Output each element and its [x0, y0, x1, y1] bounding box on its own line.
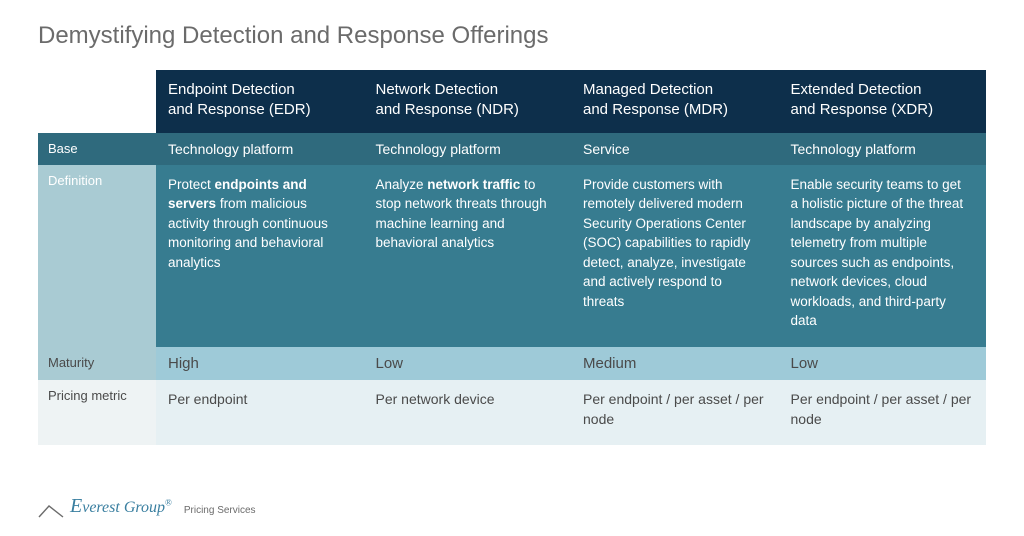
cell-def-edr: Protect endpoints and servers from malic… [156, 165, 364, 348]
cell-base-xdr: Technology platform [779, 133, 987, 165]
logo-caret-icon [38, 504, 64, 518]
row-definition: Definition Protect endpoints and servers… [38, 165, 986, 348]
cell-pri-edr: Per endpoint [156, 380, 364, 445]
row-pricing: Pricing metric Per endpoint Per network … [38, 380, 986, 445]
row-base: Base Technology platform Technology plat… [38, 133, 986, 165]
cell-mat-edr: High [156, 347, 364, 380]
col-head-line1: Endpoint Detection [168, 81, 295, 98]
cell-pri-ndr: Per network device [364, 380, 572, 445]
comparison-table: Endpoint Detection and Response (EDR) Ne… [38, 70, 986, 445]
cell-mat-mdr: Medium [571, 347, 779, 380]
col-head-edr: Endpoint Detection and Response (EDR) [156, 70, 364, 133]
col-head-line2: and Response (MDR) [583, 101, 728, 118]
cell-def-xdr: Enable security teams to get a holistic … [779, 165, 987, 348]
footer-brand: Everest Group® [70, 495, 172, 518]
col-head-ndr: Network Detection and Response (NDR) [364, 70, 572, 133]
cell-mat-xdr: Low [779, 347, 987, 380]
header-row: Endpoint Detection and Response (EDR) Ne… [38, 70, 986, 133]
cell-pri-xdr: Per endpoint / per asset / per node [779, 380, 987, 445]
col-head-line2: and Response (NDR) [376, 101, 519, 118]
page-title: Demystifying Detection and Response Offe… [38, 22, 986, 50]
col-head-line1: Managed Detection [583, 81, 713, 98]
cell-def-ndr: Analyze network traffic to stop network … [364, 165, 572, 348]
col-head-line1: Network Detection [376, 81, 499, 98]
col-head-mdr: Managed Detection and Response (MDR) [571, 70, 779, 133]
cell-def-mdr: Provide customers with remotely delivere… [571, 165, 779, 348]
row-label-definition: Definition [38, 165, 156, 348]
row-maturity: Maturity High Low Medium Low [38, 347, 986, 380]
cell-pri-mdr: Per endpoint / per asset / per node [571, 380, 779, 445]
footer: Everest Group® Pricing Services [38, 495, 256, 518]
col-head-xdr: Extended Detection and Response (XDR) [779, 70, 987, 133]
col-head-line2: and Response (EDR) [168, 101, 311, 118]
row-label-maturity: Maturity [38, 347, 156, 380]
cell-base-mdr: Service [571, 133, 779, 165]
cell-mat-ndr: Low [364, 347, 572, 380]
cell-base-ndr: Technology platform [364, 133, 572, 165]
col-head-line2: and Response (XDR) [791, 101, 934, 118]
row-label-pricing: Pricing metric [38, 380, 156, 445]
footer-service: Pricing Services [184, 505, 256, 518]
col-head-line1: Extended Detection [791, 81, 922, 98]
header-spacer [38, 70, 156, 133]
row-label-base: Base [38, 133, 156, 165]
cell-base-edr: Technology platform [156, 133, 364, 165]
